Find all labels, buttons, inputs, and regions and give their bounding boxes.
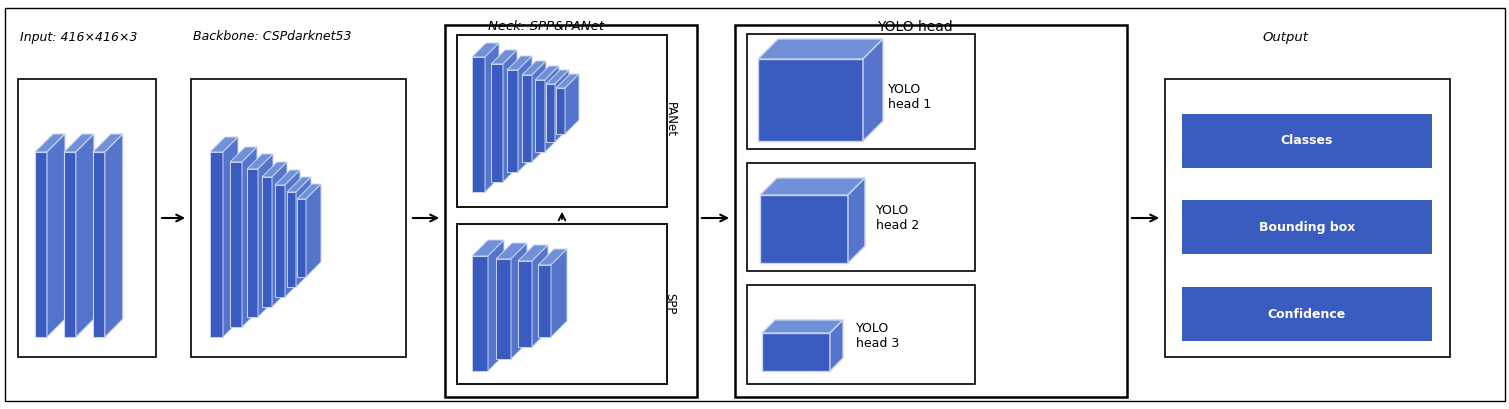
Polygon shape xyxy=(487,240,504,371)
FancyBboxPatch shape xyxy=(192,79,406,357)
Polygon shape xyxy=(263,177,272,307)
Text: Bounding box: Bounding box xyxy=(1259,220,1355,234)
Polygon shape xyxy=(306,184,321,277)
Polygon shape xyxy=(761,178,865,195)
Polygon shape xyxy=(223,137,238,337)
Polygon shape xyxy=(92,134,122,152)
Polygon shape xyxy=(496,259,512,359)
Polygon shape xyxy=(490,64,502,182)
Polygon shape xyxy=(848,178,865,263)
Polygon shape xyxy=(555,74,579,88)
Polygon shape xyxy=(210,137,238,152)
Text: YOLO
head 1: YOLO head 1 xyxy=(887,83,931,111)
Polygon shape xyxy=(287,192,296,287)
FancyBboxPatch shape xyxy=(1182,114,1432,168)
Text: Output: Output xyxy=(1262,31,1308,43)
Polygon shape xyxy=(830,320,844,371)
FancyBboxPatch shape xyxy=(747,34,975,149)
Polygon shape xyxy=(522,75,533,162)
Text: YOLO head: YOLO head xyxy=(877,20,952,34)
Polygon shape xyxy=(533,61,546,162)
Text: PANet: PANet xyxy=(664,101,676,137)
Polygon shape xyxy=(484,43,499,192)
Text: Neck: SPP&PANet: Neck: SPP&PANet xyxy=(487,20,604,34)
FancyBboxPatch shape xyxy=(1182,200,1432,254)
Polygon shape xyxy=(539,249,567,265)
Polygon shape xyxy=(92,152,104,337)
Polygon shape xyxy=(507,70,518,172)
FancyBboxPatch shape xyxy=(747,285,975,384)
Polygon shape xyxy=(536,80,545,152)
Polygon shape xyxy=(241,147,257,327)
FancyBboxPatch shape xyxy=(5,8,1504,401)
Polygon shape xyxy=(35,152,47,337)
Polygon shape xyxy=(472,57,484,192)
Text: Backbone: CSPdarknet53: Backbone: CSPdarknet53 xyxy=(193,31,352,43)
Polygon shape xyxy=(104,134,122,337)
Polygon shape xyxy=(75,134,94,337)
FancyBboxPatch shape xyxy=(1165,79,1450,357)
Polygon shape xyxy=(263,162,287,177)
FancyBboxPatch shape xyxy=(1182,287,1432,341)
Polygon shape xyxy=(63,134,94,152)
Polygon shape xyxy=(546,84,555,142)
Polygon shape xyxy=(247,169,258,317)
Polygon shape xyxy=(555,88,564,134)
Polygon shape xyxy=(258,154,273,317)
Polygon shape xyxy=(287,177,311,192)
Polygon shape xyxy=(472,256,487,371)
Polygon shape xyxy=(761,195,848,263)
Polygon shape xyxy=(247,154,273,169)
Polygon shape xyxy=(545,66,558,152)
FancyBboxPatch shape xyxy=(457,35,667,207)
Polygon shape xyxy=(472,240,504,256)
FancyBboxPatch shape xyxy=(18,79,155,357)
FancyBboxPatch shape xyxy=(445,25,697,397)
Polygon shape xyxy=(210,152,223,337)
Text: Confidence: Confidence xyxy=(1268,308,1346,321)
Polygon shape xyxy=(507,56,533,70)
Polygon shape xyxy=(555,70,569,142)
Polygon shape xyxy=(539,265,551,337)
Polygon shape xyxy=(297,184,321,199)
FancyBboxPatch shape xyxy=(747,163,975,271)
Polygon shape xyxy=(229,147,257,162)
Text: SPP: SPP xyxy=(664,293,676,315)
Polygon shape xyxy=(762,333,830,371)
Polygon shape xyxy=(758,59,863,141)
Polygon shape xyxy=(275,185,285,297)
Polygon shape xyxy=(564,74,579,134)
Polygon shape xyxy=(285,170,300,297)
Polygon shape xyxy=(229,162,241,327)
Polygon shape xyxy=(490,50,518,64)
Polygon shape xyxy=(472,43,499,57)
Polygon shape xyxy=(533,245,548,347)
Text: YOLO
head 3: YOLO head 3 xyxy=(856,322,899,350)
Polygon shape xyxy=(863,39,883,141)
Polygon shape xyxy=(512,243,527,359)
Polygon shape xyxy=(496,243,527,259)
Polygon shape xyxy=(758,39,883,59)
Polygon shape xyxy=(762,320,844,333)
Polygon shape xyxy=(546,70,569,84)
Polygon shape xyxy=(536,66,558,80)
Polygon shape xyxy=(522,61,546,75)
Polygon shape xyxy=(502,50,518,182)
Polygon shape xyxy=(551,249,567,337)
Text: Classes: Classes xyxy=(1281,135,1332,148)
Polygon shape xyxy=(518,261,533,347)
FancyBboxPatch shape xyxy=(457,224,667,384)
Polygon shape xyxy=(518,245,548,261)
Polygon shape xyxy=(35,134,65,152)
Polygon shape xyxy=(297,199,306,277)
Polygon shape xyxy=(47,134,65,337)
Text: Input: 416×416×3: Input: 416×416×3 xyxy=(20,31,137,43)
Polygon shape xyxy=(63,152,75,337)
Polygon shape xyxy=(296,177,311,287)
Polygon shape xyxy=(518,56,533,172)
Polygon shape xyxy=(275,170,300,185)
Text: YOLO
head 2: YOLO head 2 xyxy=(877,204,919,232)
FancyBboxPatch shape xyxy=(735,25,1127,397)
Polygon shape xyxy=(272,162,287,307)
